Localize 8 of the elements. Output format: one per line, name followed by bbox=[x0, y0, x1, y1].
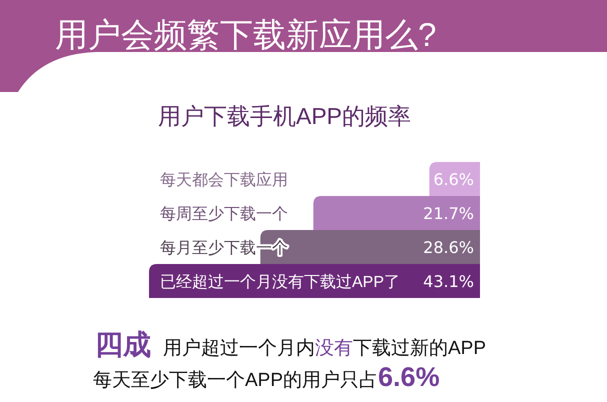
annotation: 没有 bbox=[315, 338, 353, 359]
annotation: 四成 bbox=[95, 329, 151, 360]
annotation: 用户超过一个月内 bbox=[163, 338, 315, 359]
title: 用户会频繁下载新应用么? bbox=[55, 16, 436, 53]
annotation: 6.6% bbox=[378, 362, 440, 392]
subtitle: 用户下载手机APP的频率 bbox=[158, 103, 412, 129]
annotation: 每天至少下载一个APP的用户只占 bbox=[93, 370, 378, 391]
annotation: 下载过新的APP bbox=[353, 338, 486, 359]
